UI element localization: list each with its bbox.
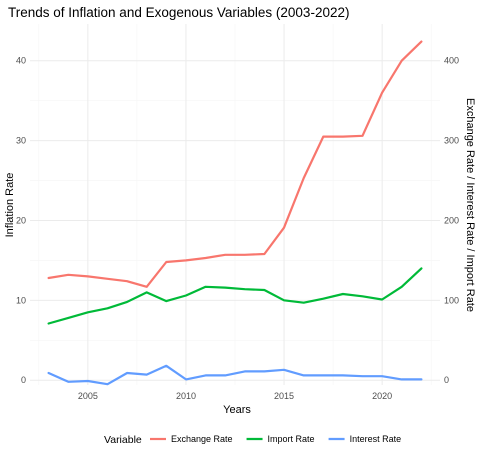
legend-label-interest-rate: Interest Rate — [350, 434, 402, 444]
y-tick-label: 40 — [16, 56, 26, 66]
y2-tick-label: 0 — [444, 375, 449, 385]
series-line-import-rate — [47, 267, 423, 325]
y-tick-label: 20 — [16, 215, 26, 225]
x-tick-label: 2005 — [78, 391, 98, 401]
y-tick-label: 10 — [16, 295, 26, 305]
y-tick-label: 0 — [21, 375, 26, 385]
y2-tick-label: 100 — [444, 295, 459, 305]
legend-title: Variable — [104, 434, 142, 446]
series-lines — [47, 40, 423, 386]
y2-tick-label: 300 — [444, 136, 459, 146]
chart-title: Trends of Inflation and Exogenous Variab… — [8, 5, 349, 20]
legend: Variable Exchange Rate Import Rate Interes… — [104, 434, 401, 446]
plot-grid — [30, 24, 440, 385]
x-axis-title: Years — [223, 404, 251, 416]
x-tick-label: 2020 — [372, 391, 392, 401]
x-axis-ticks: 2005 2010 2015 2020 — [78, 391, 392, 401]
series-line-interest-rate — [47, 364, 423, 386]
y-axis-title: Inflation Rate — [4, 173, 16, 238]
x-tick-label: 2010 — [176, 391, 196, 401]
y-tick-label: 30 — [16, 136, 26, 146]
y2-axis-ticks: 0 100 200 300 400 — [444, 56, 459, 385]
y2-tick-label: 200 — [444, 215, 459, 225]
legend-label-import-rate: Import Rate — [268, 434, 315, 444]
series-line-exchange-rate — [47, 40, 423, 288]
y-axis-ticks: 0 10 20 30 40 — [16, 56, 26, 385]
legend-label-exchange-rate: Exchange Rate — [171, 434, 233, 444]
y2-tick-label: 400 — [444, 56, 459, 66]
y2-axis-title: Exchange Rate / Interest Rate / Import R… — [464, 98, 476, 312]
x-tick-label: 2015 — [274, 391, 294, 401]
